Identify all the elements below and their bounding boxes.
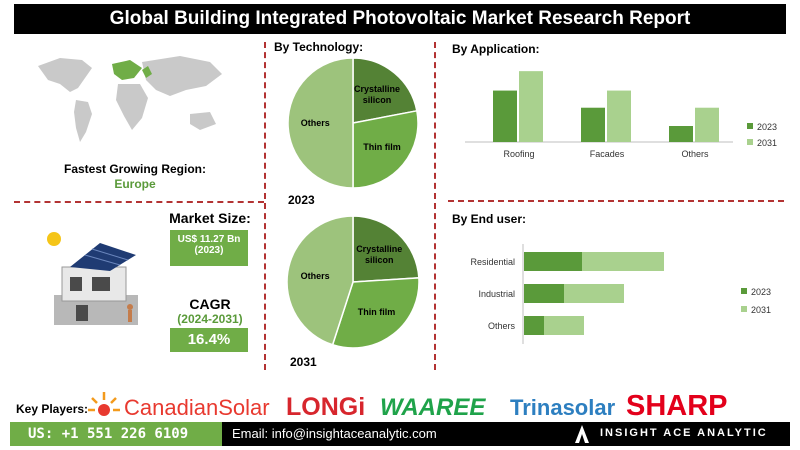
brand-longi: LONGi	[286, 393, 366, 421]
pie-slice-crystalline-silicon	[352, 57, 418, 124]
bar-others-2031	[695, 107, 719, 142]
brand-trinasolar: Trinasolar	[510, 395, 616, 420]
category-label: Facades	[590, 149, 625, 159]
end-user-title: By End user:	[452, 212, 527, 226]
bar-facades-2031	[607, 90, 631, 142]
bar-facades-2023	[581, 107, 605, 142]
category-label: Roofing	[503, 149, 534, 159]
pie-2023-title: 2023	[288, 193, 315, 207]
cagr-label: CAGR	[189, 296, 231, 312]
solar-house-illustration	[47, 232, 138, 325]
pie-label: Others	[301, 118, 330, 128]
pie-slice-crystalline-silicon	[352, 215, 420, 283]
category-label: Industrial	[478, 289, 515, 299]
page-title: Global Building Integrated Photovoltaic …	[14, 4, 786, 34]
pie-slice-others	[287, 57, 354, 189]
divider-right	[448, 200, 784, 202]
divider-vertical-2	[434, 42, 436, 370]
brand-waaree: WAAREE	[380, 394, 486, 421]
bar-others-2023	[669, 126, 693, 142]
legend-swatch-2023	[747, 123, 753, 129]
market-size-box: US$ 11.27 Bn (2023)	[170, 230, 248, 266]
end-user-bar-chart: Residential Industrial Others 2023 2031	[470, 244, 771, 344]
pie-chart-2031: Crystalline silicon Thin film Others	[286, 215, 420, 349]
cagr-value: 16.4%	[170, 328, 248, 352]
category-label: Residential	[470, 257, 515, 267]
pie-slice-thin-film	[331, 277, 420, 349]
divider-vertical-1	[264, 42, 266, 370]
bar-industrial-2023	[524, 284, 564, 303]
footer-email: Email: info@insightaceanalytic.com	[232, 426, 437, 441]
application-bar-chart: Roofing Facades Others 2023 2031	[465, 71, 777, 159]
pie-label: Crystalline silicon	[356, 244, 402, 265]
bar-roofing-2023	[493, 90, 517, 142]
category-label: Others	[681, 149, 709, 159]
divider-left	[14, 201, 264, 203]
pie-label: Thin film	[363, 142, 401, 152]
footer-phone: US: +1 551 226 6109	[10, 422, 222, 446]
legend-label: 2023	[751, 287, 771, 297]
canadiansolar-sun-icon	[88, 392, 120, 416]
region-value: Europe	[114, 177, 156, 191]
footer-brand: INSIGHT ACE ANALYTIC	[600, 427, 768, 439]
technology-title: By Technology:	[274, 40, 364, 54]
pie-slice-thin-film	[352, 109, 419, 189]
pie-label: Thin film	[358, 307, 396, 317]
bar-roofing-2031	[519, 71, 543, 142]
insightace-logo-icon	[575, 425, 589, 443]
pie-label: Crystalline silicon	[354, 84, 400, 105]
pie-2031-title: 2031	[290, 355, 317, 369]
region-label: Fastest Growing Region:	[63, 162, 206, 176]
pie-chart-2023: Crystalline silicon Thin film Others	[287, 57, 419, 189]
legend-label: 2023	[757, 122, 777, 132]
brand-sharp: SHARP	[626, 390, 728, 422]
footer-bar	[222, 422, 790, 446]
market-size-label: Market Size:	[169, 210, 251, 226]
market-size-value: US$ 11.27 Bn	[177, 234, 241, 245]
world-map-image	[38, 56, 222, 142]
legend-swatch-2031	[741, 306, 747, 312]
category-label: Others	[488, 321, 516, 331]
legend-swatch-2031	[747, 139, 753, 145]
legend-swatch-2023	[741, 288, 747, 294]
bar-residential-2023	[524, 252, 582, 271]
market-size-year: (2023)	[194, 245, 224, 256]
pie-slice-others	[286, 215, 354, 346]
legend-label: 2031	[757, 138, 777, 148]
key-players-label: Key Players:	[16, 402, 89, 416]
brand-canadiansolar: CanadianSolar	[124, 395, 270, 420]
pie-label: Others	[301, 271, 330, 281]
legend-label: 2031	[751, 305, 771, 315]
bar-others-2023	[524, 316, 544, 335]
cagr-period: (2024-2031)	[177, 312, 243, 326]
application-title: By Application:	[452, 42, 540, 56]
